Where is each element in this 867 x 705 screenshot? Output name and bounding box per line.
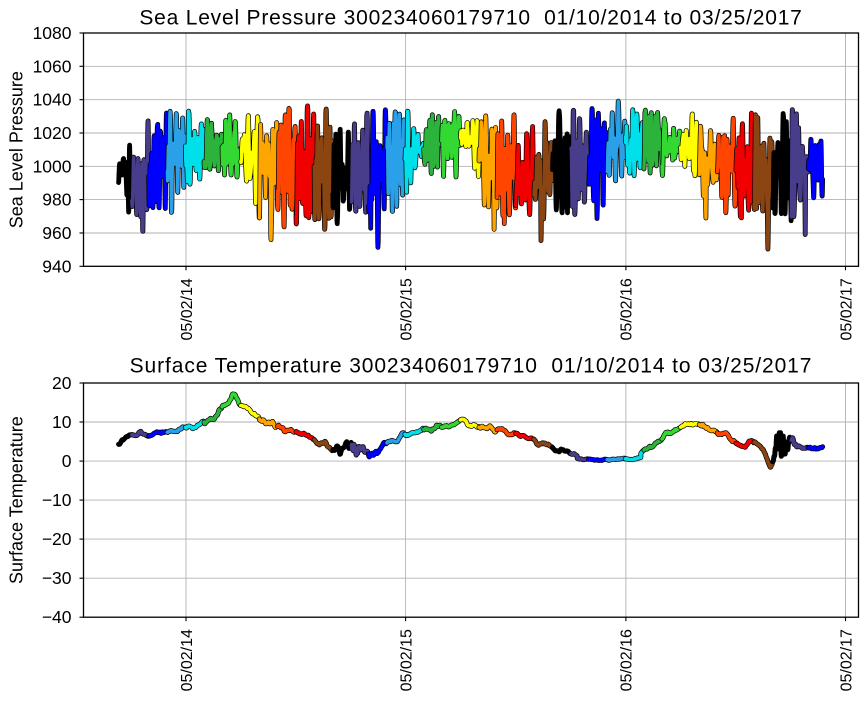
svg-text:1020: 1020 bbox=[33, 123, 72, 143]
svg-text:10: 10 bbox=[52, 412, 72, 432]
svg-text:1080: 1080 bbox=[33, 23, 72, 43]
svg-text:960: 960 bbox=[42, 223, 71, 243]
svg-text:−40: −40 bbox=[42, 607, 72, 627]
svg-text:05/02/17: 05/02/17 bbox=[838, 629, 855, 691]
svg-text:05/02/16: 05/02/16 bbox=[619, 278, 636, 340]
svg-text:05/02/15: 05/02/15 bbox=[398, 629, 415, 691]
svg-text:Sea Level Pressure 30023406017: Sea Level Pressure 300234060179710 01/10… bbox=[139, 6, 802, 29]
svg-text:05/02/16: 05/02/16 bbox=[619, 629, 636, 691]
svg-text:0: 0 bbox=[62, 451, 72, 471]
svg-text:05/02/14: 05/02/14 bbox=[179, 629, 196, 691]
svg-text:1040: 1040 bbox=[33, 90, 72, 110]
svg-text:Surface Temperature 3002340601: Surface Temperature 300234060179710 01/1… bbox=[130, 355, 813, 378]
svg-text:05/02/14: 05/02/14 bbox=[179, 278, 196, 340]
svg-text:05/02/15: 05/02/15 bbox=[398, 278, 415, 340]
svg-text:−20: −20 bbox=[42, 529, 72, 549]
svg-text:−10: −10 bbox=[42, 490, 72, 510]
svg-text:980: 980 bbox=[42, 190, 71, 210]
svg-text:Surface Temperature: Surface Temperature bbox=[6, 416, 26, 584]
svg-text:1000: 1000 bbox=[33, 156, 72, 176]
svg-text:20: 20 bbox=[52, 373, 72, 393]
svg-text:05/02/17: 05/02/17 bbox=[838, 278, 855, 340]
svg-text:Sea Level Pressure: Sea Level Pressure bbox=[6, 71, 26, 228]
svg-text:940: 940 bbox=[42, 256, 71, 276]
svg-text:1060: 1060 bbox=[33, 56, 72, 76]
svg-text:−30: −30 bbox=[42, 568, 72, 588]
